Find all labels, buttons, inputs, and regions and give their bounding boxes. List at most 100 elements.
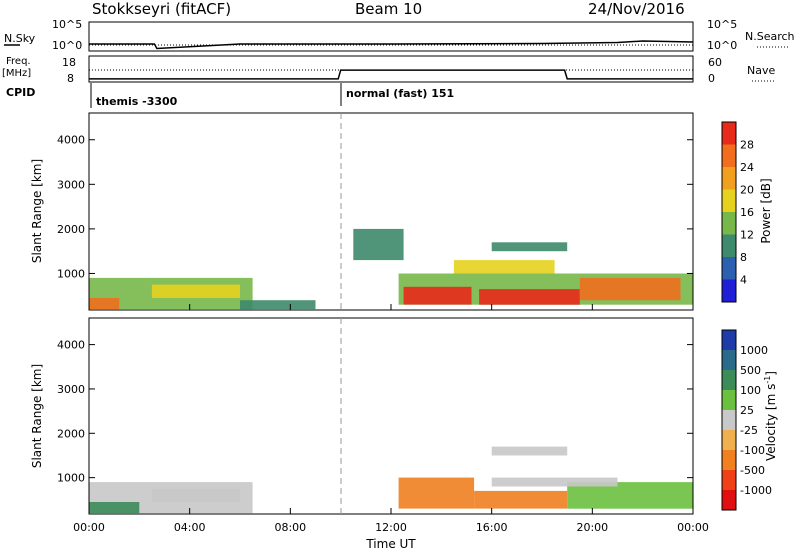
- freq-tick-bottom: 8: [67, 72, 74, 85]
- power-y-tick-label-2: 3000: [57, 178, 85, 191]
- heatmap-region-7: [491, 477, 618, 487]
- heatmap-region-3: [240, 300, 316, 310]
- power-colorbar-tick-6: 28: [740, 139, 754, 152]
- heatmap-region-1: [89, 298, 120, 310]
- velocity-y-tick-label-2: 3000: [57, 383, 85, 396]
- freq-tick-top: 18: [62, 56, 76, 69]
- velocity-xaxis: 00:00 04:00 08:00 12:00 16:00 20:00 00:00: [73, 508, 709, 534]
- cpid-segment-0: themis -3300: [96, 95, 178, 108]
- power-colorbar-swatch-3: [722, 189, 736, 212]
- heatmap-region-3: [398, 477, 475, 509]
- velocity-colorbar-tick-4: -25: [740, 424, 758, 437]
- nsky-frame: [88, 21, 694, 52]
- time-x-tick-label-2: 08:00: [274, 521, 306, 534]
- power-ylabel: Slant Range [km]: [30, 159, 44, 263]
- nsearch-tick-bottom: 10^0: [707, 39, 737, 52]
- x-axis-label: Time UT: [365, 537, 416, 551]
- power-colorbar-tick-3: 16: [740, 206, 754, 219]
- freq-frame: [88, 55, 694, 83]
- velocity-colorbar-swatch-5: [722, 430, 736, 450]
- power-yaxis: 1000 2000 3000 4000: [57, 134, 693, 280]
- velocity-colorbar-swatch-8: [722, 490, 736, 510]
- heatmap-region-2: [151, 488, 240, 502]
- power-panel: Slant Range [km] 1000 2000 3000 4000 4 8 12 16…: [30, 112, 773, 311]
- heatmap-region-1: [89, 502, 140, 514]
- cpid-label: CPID: [6, 86, 35, 99]
- nsky-tick-top: 10^5: [52, 18, 82, 31]
- time-x-tick-label-5: 20:00: [576, 521, 608, 534]
- heatmap-region-7: [579, 277, 681, 301]
- power-heatmap: [89, 228, 693, 310]
- velocity-colorbar-tick-2: 100: [740, 384, 761, 397]
- power-colorbar-tick-2: 12: [740, 229, 754, 242]
- time-x-tick-label-4: 16:00: [476, 521, 508, 534]
- velocity-colorbar-swatch-4: [722, 410, 736, 430]
- power-colorbar-swatch-5: [722, 234, 736, 257]
- time-x-tick-label-0: 00:00: [73, 521, 105, 534]
- velocity-colorbar-swatch-7: [722, 470, 736, 490]
- velocity-colorbar-tick-5: -100: [740, 444, 765, 457]
- freq-series-line: [89, 69, 693, 80]
- time-x-tick-label-3: 12:00: [375, 521, 407, 534]
- freq-unit-label: [MHz]: [2, 68, 31, 79]
- power-xaxis-ticks: [88, 304, 694, 310]
- power-colorbar-swatch-4: [722, 212, 736, 235]
- nsky-panel: N.Sky 10^5 10^0 10^5 10^0 N.Search: [4, 18, 795, 52]
- nave-tick-bottom: 0: [708, 72, 715, 85]
- velocity-y-tick-label-0: 1000: [57, 472, 85, 485]
- power-colorbar-swatch-6: [722, 257, 736, 280]
- velocity-colorbar-tick-6: -500: [740, 464, 765, 477]
- nsearch-tick-top: 10^5: [707, 18, 737, 31]
- power-y-tick-label-0: 1000: [57, 267, 85, 280]
- nsky-tick-bottom: 10^0: [52, 39, 82, 52]
- heatmap-region-6: [479, 289, 580, 305]
- velocity-colorbar-label: Velocity [m s-1]: [763, 371, 778, 461]
- heatmap-region-5: [403, 286, 472, 305]
- power-colorbar-tick-0: 4: [740, 274, 747, 287]
- freq-label: Freq.: [6, 56, 31, 67]
- power-colorbar-swatch-0: [722, 122, 736, 145]
- date-title: 24/Nov/2016: [588, 0, 685, 18]
- heatmap-region-10: [353, 228, 404, 261]
- velocity-colorbar: 1000 500 100 25 -25 -100 -500 -1000: [721, 329, 772, 511]
- heatmap-region-5: [567, 482, 693, 509]
- time-x-tick-label-6: 00:00: [677, 521, 709, 534]
- cpid-segment-1: normal (fast) 151: [346, 87, 454, 100]
- velocity-colorbar-swatch-3: [722, 390, 736, 410]
- nave-label: Nave: [747, 64, 775, 77]
- velocity-heatmap: [89, 446, 693, 514]
- power-colorbar-swatch-1: [722, 144, 736, 167]
- velocity-ylabel: Slant Range [km]: [30, 364, 44, 468]
- velocity-colorbar-tick-1: 500: [740, 364, 761, 377]
- power-y-tick-label-1: 2000: [57, 223, 85, 236]
- velocity-colorbar-tick-7: -1000: [740, 484, 772, 497]
- station-title: Stokkseyri (fitACF): [92, 0, 231, 18]
- power-colorbar-swatch-2: [722, 167, 736, 190]
- power-colorbar-tick-4: 20: [740, 184, 754, 197]
- power-colorbar-label: Power [dB]: [759, 178, 773, 243]
- heatmap-region-9: [453, 260, 555, 274]
- nave-tick-top: 60: [708, 56, 722, 69]
- power-colorbar-tick-1: 8: [740, 251, 747, 264]
- velocity-y-tick-label-1: 2000: [57, 427, 85, 440]
- freq-panel: Freq. [MHz] 18 8 60 0 Nave: [2, 55, 775, 85]
- velocity-y-tick-label-3: 4000: [57, 339, 85, 352]
- power-colorbar-swatch-7: [722, 279, 736, 302]
- heatmap-region-2: [151, 284, 240, 298]
- power-colorbar-frame: [721, 121, 737, 303]
- velocity-colorbar-swatch-1: [722, 350, 736, 370]
- nsky-label: N.Sky: [4, 32, 36, 45]
- heatmap-region-4: [474, 490, 568, 509]
- velocity-colorbar-frame: [721, 329, 737, 511]
- time-x-tick-label-1: 04:00: [174, 521, 206, 534]
- nsearch-label: N.Search: [745, 30, 795, 43]
- power-colorbar: 4 8 12 16 20 24 28: [721, 121, 754, 303]
- cpid-row: CPID themis -3300 normal (fast) 151: [6, 83, 454, 108]
- power-y-tick-label-3: 4000: [57, 134, 85, 147]
- beam-title: Beam 10: [355, 0, 422, 18]
- heatmap-region-8: [491, 242, 568, 252]
- velocity-colorbar-swatch-0: [722, 330, 736, 350]
- heatmap-region-6: [491, 446, 568, 456]
